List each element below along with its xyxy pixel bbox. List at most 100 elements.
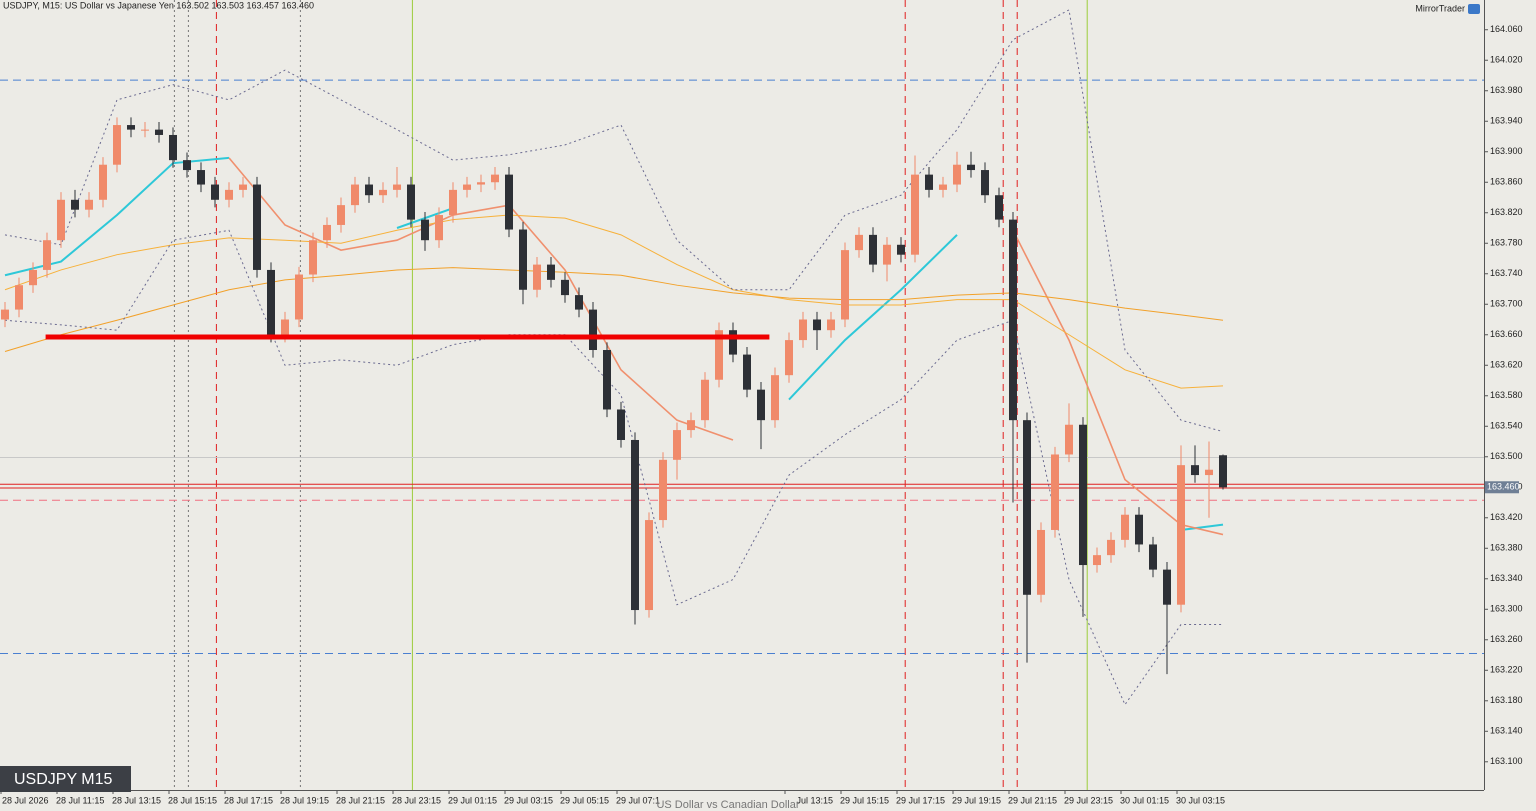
y-tick-label: 163.260 <box>1490 634 1523 644</box>
x-tick-label: 28 Jul 11:15 <box>56 795 104 805</box>
candle-body <box>127 125 135 130</box>
candle-body <box>1051 454 1059 530</box>
last-price-tag <box>1485 481 1519 494</box>
candle-body <box>365 184 373 196</box>
candle-body <box>85 199 93 210</box>
candle-body <box>141 129 149 131</box>
last-price-label: 163.460 <box>1487 482 1520 492</box>
candle-body <box>645 520 653 611</box>
candle-body <box>435 215 443 241</box>
candle-body <box>1009 219 1017 421</box>
candle-body <box>155 129 163 135</box>
y-tick-label: 163.580 <box>1490 390 1523 400</box>
overlay-box <box>660 796 796 811</box>
candle-body <box>533 264 541 290</box>
candle-body <box>1107 539 1115 556</box>
y-tick-label: 163.620 <box>1490 360 1523 370</box>
x-tick-label: 28 Jul 19:15 <box>280 795 329 805</box>
x-tick-label: 28 Jul 17:15 <box>224 795 273 805</box>
candle-body <box>393 184 401 190</box>
candle-body <box>183 160 191 171</box>
y-tick-label: 163.380 <box>1490 543 1523 553</box>
candle-body <box>225 189 233 200</box>
candle-body <box>659 459 667 521</box>
candle-body <box>1219 455 1227 488</box>
candle-body <box>687 420 695 431</box>
y-tick-label: 163.940 <box>1490 116 1523 126</box>
y-tick-label: 163.420 <box>1490 512 1523 522</box>
indicator-line <box>4 267 1224 353</box>
candle-body <box>449 189 457 216</box>
candle-body <box>239 184 247 190</box>
candle-body <box>743 354 751 390</box>
x-tick-label: 30 Jul 03:15 <box>1176 795 1225 805</box>
candle-body <box>309 240 317 275</box>
candle-body <box>491 174 499 183</box>
candle-body <box>617 409 625 440</box>
candle-body <box>757 389 765 421</box>
candle-body <box>1177 465 1185 605</box>
candle-body <box>281 319 289 335</box>
x-tick-label: 29 Jul 05:15 <box>560 795 609 805</box>
candle-body <box>43 240 51 270</box>
candle-body <box>827 319 835 331</box>
x-tick-label: 28 Jul 2026 <box>2 795 49 805</box>
candle-body <box>1191 465 1199 476</box>
x-tick-label: 29 Jul 17:15 <box>896 795 945 805</box>
candle-body <box>1205 469 1213 476</box>
y-tick-label: 163.500 <box>1490 451 1523 461</box>
candle-body <box>925 174 933 190</box>
y-tick-label: 163.740 <box>1490 268 1523 278</box>
y-tick-label: 163.980 <box>1490 85 1523 95</box>
candle-body <box>337 205 345 225</box>
y-tick-label: 163.660 <box>1490 329 1523 339</box>
y-tick-label: 163.340 <box>1490 573 1523 583</box>
y-tick-label: 163.700 <box>1490 299 1523 309</box>
x-tick-label: 28 Jul 13:15 <box>112 795 161 805</box>
candle-body <box>939 184 947 190</box>
candle-body <box>1093 555 1101 566</box>
y-tick-label: 163.220 <box>1490 665 1523 675</box>
chart-title: USDJPY, M15: US Dollar vs Japanese Yen 1… <box>3 0 314 10</box>
indicator-line <box>4 214 1224 389</box>
candle-body <box>547 264 555 280</box>
candle-body <box>813 319 821 331</box>
y-tick-label: 163.140 <box>1490 726 1523 736</box>
candle-body <box>463 184 471 190</box>
x-tick-label: 28 Jul 23:15 <box>392 795 441 805</box>
candle-body <box>715 330 723 380</box>
candle-body <box>855 234 863 251</box>
brand: MirrorTrader <box>1415 3 1465 13</box>
candle-body <box>561 279 569 296</box>
candle-body <box>99 164 107 200</box>
y-tick-label: 163.860 <box>1490 177 1523 187</box>
candle-body <box>631 439 639 611</box>
candle-body <box>1079 424 1087 566</box>
x-tick-label: 29 Jul 13:15 <box>784 795 833 805</box>
candle-body <box>1065 424 1073 455</box>
candle-body <box>1 309 9 320</box>
candle-body <box>869 234 877 265</box>
candle-body <box>421 219 429 241</box>
candle-body <box>799 319 807 341</box>
candle-body <box>267 269 275 335</box>
candle-body <box>505 174 513 230</box>
overlay-label: US Dollar vs Canadian Dollar <box>656 799 799 811</box>
candle-body <box>323 224 331 241</box>
x-tick-label: 29 Jul 19:15 <box>952 795 1001 805</box>
candle-body <box>407 184 415 220</box>
candle-body <box>253 184 261 270</box>
candle-body <box>771 375 779 421</box>
x-tick-label: 29 Jul 21:15 <box>1008 795 1057 805</box>
candle-body <box>603 350 611 410</box>
symbol-label: USDJPY M15 <box>14 771 113 788</box>
brand-icon <box>1468 4 1480 14</box>
candle-body <box>211 184 219 200</box>
candle-body <box>967 164 975 171</box>
x-tick-label: 28 Jul 21:15 <box>336 795 385 805</box>
candle-body <box>911 174 919 255</box>
candle-body <box>1037 529 1045 595</box>
y-tick-label: 164.020 <box>1490 55 1523 65</box>
candle-body <box>1121 514 1129 540</box>
